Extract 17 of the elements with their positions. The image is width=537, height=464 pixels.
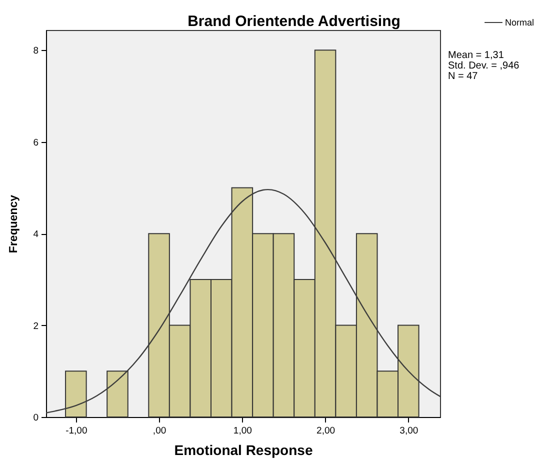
x-tick-label: -1,00 <box>66 426 88 436</box>
y-tick-label: 0 <box>33 412 38 424</box>
chart-title: Brand Orientende Advertising <box>188 13 400 30</box>
y-tick-label: 6 <box>33 137 38 148</box>
legend-label: Normal <box>505 18 534 28</box>
text: N = 47 <box>448 71 478 82</box>
y-tick-label: 4 <box>33 229 38 240</box>
text: Std. Dev. = ,946 <box>448 60 520 72</box>
y-axis-title: Frequency <box>8 194 20 254</box>
y-tick-label: 2 <box>33 320 38 332</box>
x-tick-label: 3,00 <box>400 426 418 436</box>
text: Mean = 1,31 <box>448 50 504 61</box>
x-tick-label: 2,00 <box>316 426 336 436</box>
x-tick-label: ,00 <box>152 426 166 436</box>
x-axis-title: Emotional Response <box>174 442 313 458</box>
y-tick-label: 8 <box>33 46 38 57</box>
x-tick-label: 1,00 <box>233 426 252 436</box>
